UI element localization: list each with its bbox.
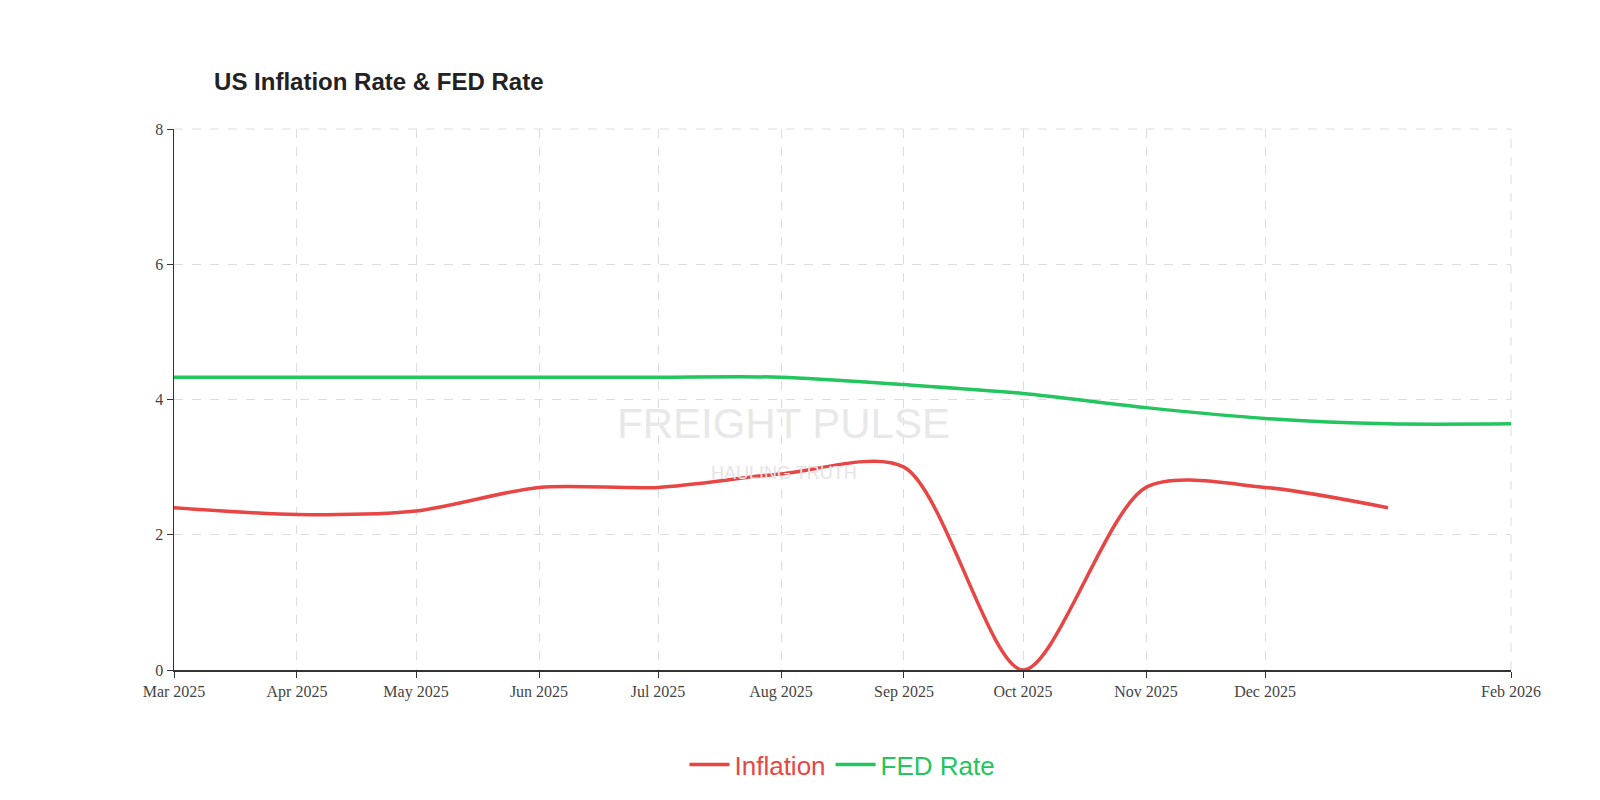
svg-text:4: 4 (155, 391, 163, 408)
svg-text:Jun 2025: Jun 2025 (510, 683, 568, 700)
svg-text:2: 2 (155, 526, 163, 543)
svg-text:Jul 2025: Jul 2025 (631, 683, 686, 700)
svg-text:HAULING TRUTH: HAULING TRUTH (711, 463, 857, 483)
svg-text:FED Rate: FED Rate (881, 751, 995, 781)
svg-text:FREIGHT PULSE: FREIGHT PULSE (617, 400, 950, 447)
svg-text:Dec 2025: Dec 2025 (1234, 683, 1296, 700)
svg-text:Feb 2026: Feb 2026 (1481, 683, 1541, 700)
svg-text:6: 6 (155, 256, 163, 273)
svg-text:May 2025: May 2025 (383, 683, 448, 701)
svg-text:Sep 2025: Sep 2025 (874, 683, 934, 701)
svg-text:0: 0 (155, 662, 163, 679)
svg-text:Oct 2025: Oct 2025 (993, 683, 1052, 700)
svg-text:Mar 2025: Mar 2025 (143, 683, 206, 700)
svg-text:Aug 2025: Aug 2025 (749, 683, 813, 701)
svg-text:US Inflation Rate & FED Rate: US Inflation Rate & FED Rate (214, 68, 543, 95)
svg-text:Nov 2025: Nov 2025 (1114, 683, 1178, 700)
svg-text:Inflation: Inflation (735, 751, 826, 781)
svg-text:Apr 2025: Apr 2025 (267, 683, 328, 701)
svg-text:8: 8 (155, 121, 163, 138)
